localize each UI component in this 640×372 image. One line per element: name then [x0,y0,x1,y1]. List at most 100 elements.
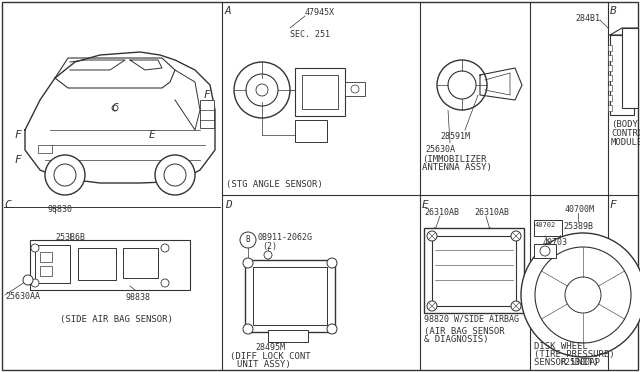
Text: (IMMOBILIZER: (IMMOBILIZER [422,155,486,164]
Text: R25300AP: R25300AP [560,358,600,367]
Bar [295,120,327,142]
Text: MODULE): MODULE) [611,138,640,147]
Text: 98830: 98830 [48,205,73,214]
Text: 26310AB: 26310AB [474,208,509,217]
Circle shape [431,228,439,236]
Text: B: B [610,6,617,16]
Bar [253,267,327,325]
Circle shape [511,301,521,311]
Circle shape [31,279,39,287]
Text: F: F [204,90,211,100]
Bar [432,236,516,306]
Text: F: F [610,200,617,210]
Circle shape [521,233,640,357]
Text: 25630A: 25630A [425,145,455,154]
Text: (2): (2) [262,242,277,251]
Bar [78,248,116,280]
Text: SENSOR UNIT): SENSOR UNIT) [534,358,598,367]
Text: (STG ANGLE SENSOR): (STG ANGLE SENSOR) [226,180,323,189]
Bar [608,95,612,101]
Bar [608,45,612,51]
Circle shape [161,279,169,287]
Text: DISK WHEEL: DISK WHEEL [534,342,588,351]
Circle shape [161,244,169,252]
Bar [608,85,612,91]
Circle shape [155,155,195,195]
Circle shape [511,231,521,241]
Circle shape [486,228,494,236]
Circle shape [327,258,337,268]
Text: (BODY: (BODY [611,120,638,129]
Text: 284B1: 284B1 [575,14,600,23]
Circle shape [427,301,437,311]
Bar [123,248,158,278]
Text: E: E [148,130,156,140]
Bar [622,28,638,108]
Bar [534,220,562,236]
Circle shape [448,71,476,99]
Text: 40700M: 40700M [565,205,595,214]
Circle shape [427,231,437,241]
Text: 28591M: 28591M [440,132,470,141]
Bar [35,245,70,283]
Bar [608,55,612,61]
Text: (AIR BAG SENSOR: (AIR BAG SENSOR [424,327,504,336]
Bar [424,228,524,313]
Bar [608,75,612,81]
Text: B: B [246,235,250,244]
Text: F: F [15,130,21,140]
Circle shape [23,275,33,285]
Circle shape [256,84,268,96]
Text: 40702: 40702 [535,222,556,228]
Text: & DIAGNOSIS): & DIAGNOSIS) [424,335,488,344]
Text: C: C [4,200,11,210]
Circle shape [264,251,272,259]
Circle shape [243,258,253,268]
Circle shape [243,324,253,334]
Text: A: A [225,6,232,16]
Text: F: F [15,155,21,165]
Bar [268,330,308,342]
Bar [30,240,190,290]
Bar [608,105,612,111]
Bar [200,100,214,128]
Text: 25386B: 25386B [55,233,85,242]
Bar [608,65,612,71]
Text: 98838: 98838 [125,293,150,302]
Bar [245,260,335,332]
Text: D: D [225,200,232,210]
Text: 28495M: 28495M [255,343,285,352]
Text: SEC. 251: SEC. 251 [290,30,330,39]
Text: 25389B: 25389B [563,222,593,231]
Bar [610,35,634,115]
Circle shape [246,74,278,106]
Text: E: E [422,200,429,210]
Text: 25630AA: 25630AA [5,292,40,301]
Circle shape [327,324,337,334]
Text: 08911-2062G: 08911-2062G [258,233,313,242]
Circle shape [234,62,290,118]
Text: ANTENNA ASSY): ANTENNA ASSY) [422,163,492,172]
Circle shape [565,277,601,313]
Bar [295,68,345,116]
Text: (SIDE AIR BAG SENSOR): (SIDE AIR BAG SENSOR) [60,315,173,324]
Circle shape [240,232,256,248]
Circle shape [45,155,85,195]
Text: 47945X: 47945X [305,8,335,17]
Text: C: C [111,103,118,113]
Bar [302,75,338,109]
Bar [38,145,52,153]
Circle shape [164,164,186,186]
Bar [534,244,556,258]
Text: (TIRE PRESSURE): (TIRE PRESSURE) [534,350,614,359]
Text: CONTROL: CONTROL [611,129,640,138]
Circle shape [351,85,359,93]
Text: 98820 W/SIDE AIRBAG: 98820 W/SIDE AIRBAG [424,315,519,324]
Circle shape [54,164,76,186]
Bar [40,266,52,276]
Bar [345,82,365,96]
Circle shape [540,246,550,256]
Circle shape [535,247,631,343]
Bar [40,252,52,262]
Circle shape [112,105,118,111]
